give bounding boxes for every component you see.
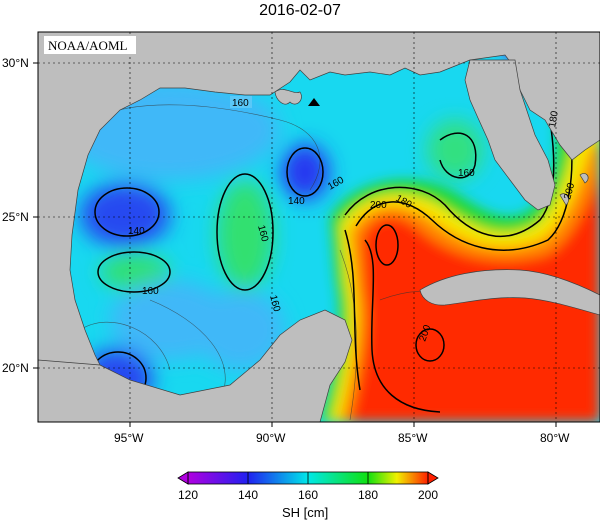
contour-label-160-c: 160	[255, 224, 270, 243]
colorbar-tick-200: 200	[418, 488, 438, 502]
land-mississippi-delta	[274, 89, 302, 105]
lon-tick-80w: 80°W	[540, 431, 570, 445]
contour-label-200-ls: 200	[370, 200, 387, 211]
colorbar-tick-140: 140	[238, 488, 258, 502]
land-cuba	[419, 269, 600, 316]
contour-label-140-c: 140	[288, 196, 305, 207]
field-green-central	[217, 180, 273, 290]
colorbar-tick-160: 160	[298, 488, 318, 502]
contour-label-160-nw: 160	[232, 98, 249, 109]
credit-label: NOAA/AOML	[48, 38, 128, 53]
colorbar-label: SH [cm]	[282, 505, 328, 520]
contour-label-140-w: 140	[128, 226, 145, 237]
station-marker	[308, 98, 320, 106]
land-bahamas	[559, 173, 589, 206]
contour-label-180-fl: 180	[547, 110, 561, 129]
contour-label-160-fl: 160	[458, 168, 475, 179]
field-green-west	[100, 254, 170, 290]
colorbar-tick-120: 120	[178, 488, 198, 502]
land-florida	[464, 59, 556, 211]
contour-label-200-carib: 200	[562, 181, 577, 200]
lon-tick-95w: 95°W	[114, 431, 144, 445]
credit-box: NOAA/AOML	[44, 36, 136, 54]
contour-label-160-cs: 160	[267, 294, 282, 313]
land-yucatan	[38, 309, 353, 422]
field-blue-central	[281, 144, 329, 200]
land-us-gulf-coast	[38, 32, 600, 422]
lat-tick-30n: 30°N	[2, 56, 29, 70]
field-light-blue-c	[195, 290, 285, 370]
map-frame	[37, 31, 600, 423]
contour-label-160-w: 160	[142, 286, 159, 297]
colorbar: 120 140 160 180 200 SH [cm]	[177, 471, 439, 520]
map-title: 2016-02-07	[259, 2, 341, 19]
lat-tick-20n: 20°N	[2, 361, 29, 375]
lon-tick-90w: 90°W	[256, 431, 286, 445]
field-blue-west	[80, 183, 170, 247]
lat-tick-25n: 25°N	[2, 210, 29, 224]
lon-tick-85w: 85°W	[398, 431, 428, 445]
colorbar-tick-180: 180	[358, 488, 378, 502]
